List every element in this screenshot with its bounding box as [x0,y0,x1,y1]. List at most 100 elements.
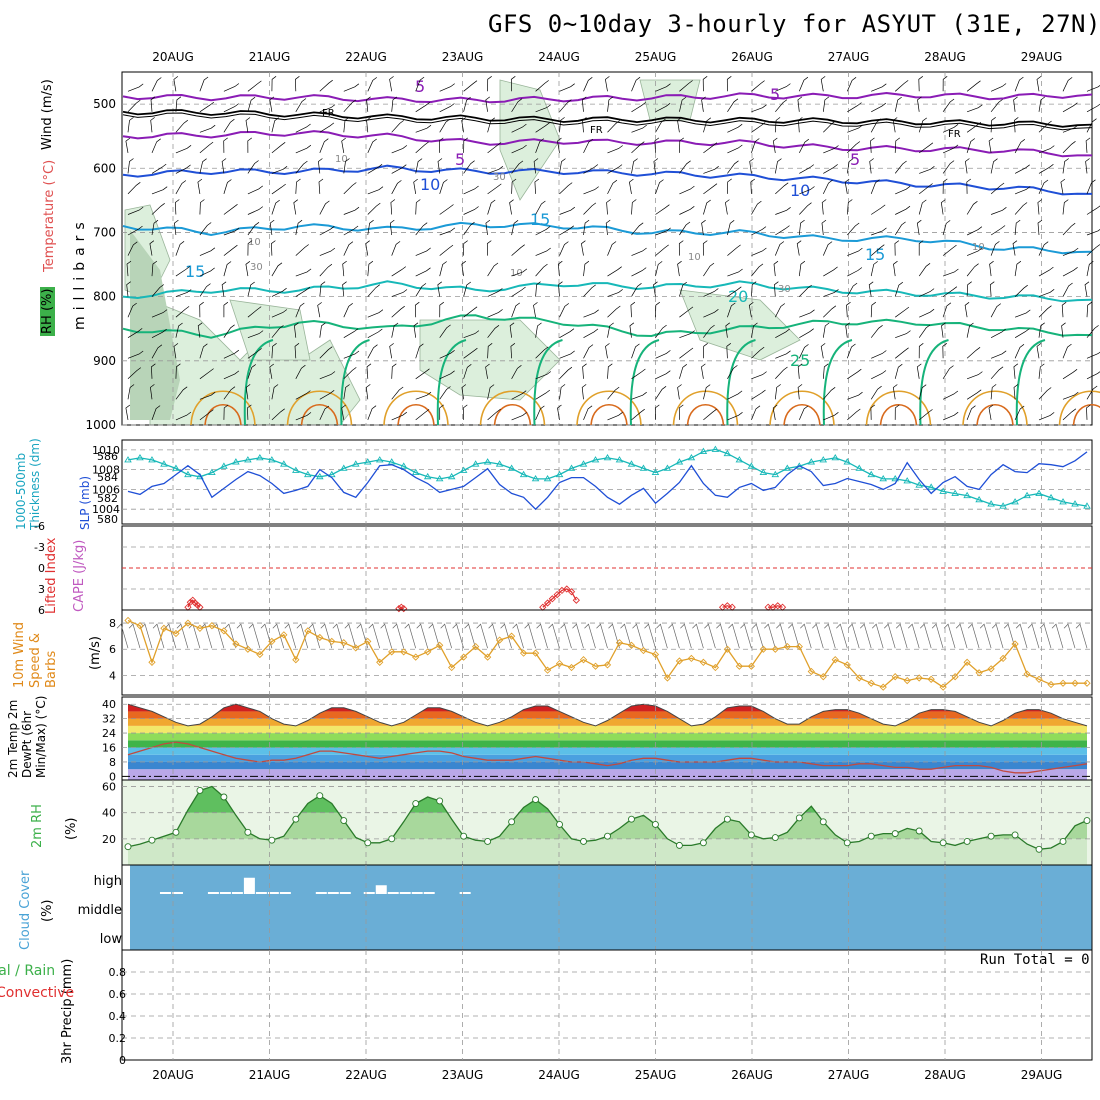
thermal-loop-inner [686,403,725,426]
thickness-point [148,456,156,463]
date-label-top: 23AUG [442,50,484,64]
thermal-loop-inner [590,403,628,426]
wind-speed-point [316,633,324,642]
ytick-li: 3 [38,583,45,596]
rh-shade-3 [639,79,701,121]
cloud-bar [207,892,219,894]
thickness-point [351,460,360,467]
thermal-loop-outer [479,390,546,426]
date-label-top: 24AUG [538,50,580,64]
contour-label: 10 [688,252,701,263]
precip-legend-convective: Convective [0,985,75,1001]
rh-point [699,839,707,847]
date-label-bottom: 25AUG [635,1068,677,1082]
rh-shade-5 [679,289,801,361]
rh-point [268,836,276,844]
wind-speed-point [340,639,348,647]
thickness-point [891,474,899,482]
ytick-slp: 1010 [92,444,120,457]
thickness-point [639,464,648,471]
ytick-precip: 0.4 [109,1010,127,1023]
thickness-point [363,458,372,465]
wind-speed-point [603,661,612,669]
ytick-slp: 1008 [92,464,120,477]
contour-label: 20 [728,287,748,306]
ytick-upper: 500 [93,97,116,111]
wind-speed-point [304,627,312,635]
thickness-point [316,472,324,480]
date-label-top: 26AUG [731,50,773,64]
lifted-index-3-point [723,602,732,610]
rh-loop [1015,339,1046,426]
rh-loop [436,339,467,426]
cloud-bar [399,892,411,894]
contour-label: 30 [778,284,791,295]
wind-speed-point [663,674,672,682]
thickness-point [567,464,576,471]
contour-label: 5 [455,150,465,169]
wind-speed-point [771,645,779,653]
lifted-index-1-point [400,604,408,613]
date-label-top: 20AUG [152,50,194,64]
thickness-point [280,460,288,467]
temp-band [128,754,1087,762]
date-label-top: 22AUG [345,50,387,64]
wind-speed-point [495,636,504,644]
ytick-li: -6 [34,520,45,533]
rh-point [891,830,899,838]
wind-speed-point [364,637,372,646]
isotherm-line [122,130,1092,158]
thickness-point [1059,498,1067,505]
contour-label: 10 [510,268,523,279]
wind-speed-point [927,675,935,683]
wind-speed-point [891,673,899,681]
wind-speed-point [424,648,432,656]
thickness-point [531,474,540,482]
ytick-li: 6 [38,604,45,617]
thickness-point [831,453,840,461]
upper-frame [121,71,1093,426]
ytick-li: -3 [34,541,45,554]
cloud-bar [243,877,255,894]
rh-shade-dark [130,230,180,420]
wind-speed-point [268,637,276,646]
thickness-point [543,474,552,482]
rh-point [244,828,252,836]
date-label-bottom: 27AUG [828,1068,870,1082]
temp-line [127,703,1088,727]
wind-speed-point [951,673,959,681]
wind-speed-point [723,645,732,653]
contour-label: FR [322,108,335,119]
wind-speed-point [543,666,552,674]
ytick-thickness: 584 [97,471,118,484]
wind-speed-point [999,654,1007,663]
rh-point [412,800,420,807]
thermal-loop-inner [879,403,918,426]
wind-speed-point [651,650,660,659]
thickness-point [172,464,180,471]
thickness-point [591,456,600,463]
wind-speed-point [1059,679,1067,687]
rh-point [939,839,947,847]
thickness-point [268,456,276,463]
wind-speed-point [328,637,336,646]
wind-speed-point [148,658,156,666]
rh-point [172,828,180,836]
wind-speed-point [472,642,480,651]
thickness-point [747,462,756,469]
date-label-top: 21AUG [249,50,291,64]
temp-bands [128,704,1087,780]
thickness-point [603,453,612,461]
temp-band [128,711,1087,719]
rh-point [388,835,396,843]
thermal-loop-inner [493,403,532,426]
cloud-level-label: middle [78,903,122,918]
rh-point [819,818,827,826]
thickness-point [519,470,528,478]
ytick-temp: 8 [109,756,116,769]
thickness-point [1011,498,1019,505]
wind-speed-line [127,619,1087,689]
cloud-bar [159,892,171,894]
wind-speed-point [783,642,791,651]
wind-speed-point [963,658,971,666]
